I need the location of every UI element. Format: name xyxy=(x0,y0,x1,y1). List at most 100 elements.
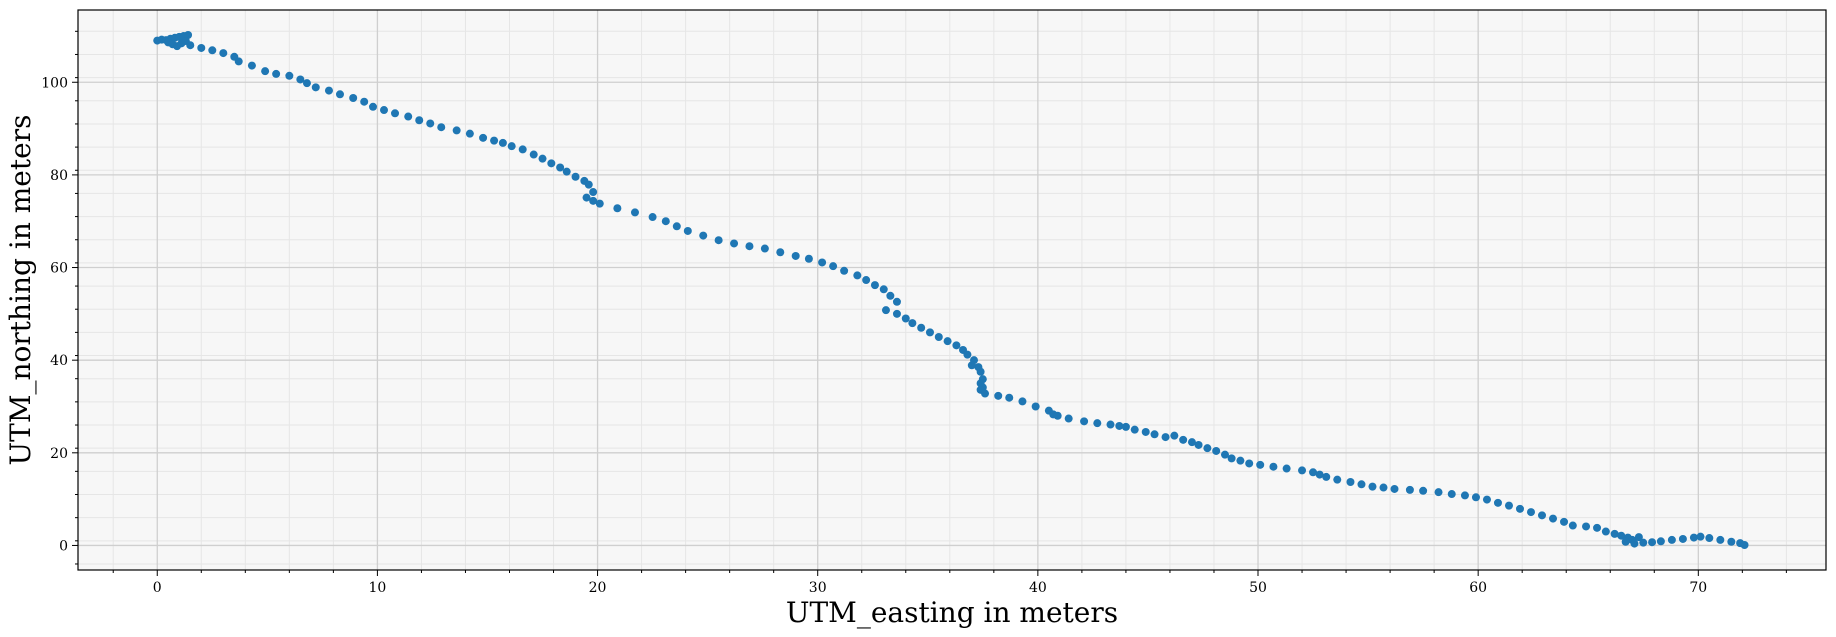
data-point xyxy=(360,97,369,106)
data-point xyxy=(452,126,461,135)
data-point xyxy=(870,281,879,290)
data-point xyxy=(967,361,976,370)
data-point xyxy=(415,116,424,125)
data-point xyxy=(1212,446,1221,455)
data-point xyxy=(247,61,256,70)
data-point xyxy=(1333,475,1342,484)
data-point xyxy=(934,333,943,342)
data-point xyxy=(1106,420,1115,429)
data-point xyxy=(699,231,708,240)
data-point xyxy=(311,83,320,92)
data-point xyxy=(853,271,862,280)
x-tick-label: 0 xyxy=(153,580,162,596)
data-point xyxy=(952,341,961,350)
data-point xyxy=(804,254,813,263)
data-point xyxy=(296,75,305,84)
data-point xyxy=(197,43,206,52)
data-point xyxy=(589,196,598,205)
data-point xyxy=(1236,456,1245,465)
data-point xyxy=(1630,539,1639,548)
data-point xyxy=(963,350,972,359)
data-point xyxy=(862,276,871,285)
data-point xyxy=(840,266,849,275)
data-point xyxy=(925,328,934,337)
data-point xyxy=(1716,535,1725,544)
data-point xyxy=(1727,537,1736,546)
axis-ticks: 0 10 20 30 40 50 60 70 0 20 40 60 80 100 xyxy=(41,30,1787,596)
y-tick-label: 40 xyxy=(50,353,68,369)
data-point xyxy=(1656,537,1665,546)
data-point xyxy=(1447,490,1456,499)
data-point xyxy=(589,188,598,197)
data-point xyxy=(1150,430,1159,439)
y-axis-label: UTM_northing in meters xyxy=(4,115,37,466)
data-point xyxy=(613,204,622,213)
data-point xyxy=(672,222,681,231)
data-point xyxy=(1549,514,1558,523)
data-point xyxy=(1610,529,1619,538)
data-point xyxy=(943,337,952,346)
data-point xyxy=(818,258,827,267)
data-point xyxy=(1560,517,1569,526)
data-point xyxy=(648,213,657,222)
data-point xyxy=(547,159,556,168)
data-point xyxy=(1121,422,1130,431)
data-point xyxy=(1740,540,1749,549)
data-point xyxy=(1482,495,1491,504)
data-point xyxy=(1179,435,1188,444)
data-point xyxy=(1161,433,1170,442)
data-point xyxy=(760,244,769,253)
data-point xyxy=(745,242,754,251)
data-point xyxy=(1434,488,1443,497)
data-point xyxy=(184,31,193,40)
data-point xyxy=(391,109,400,118)
data-point xyxy=(994,391,1003,400)
data-point xyxy=(1220,450,1229,459)
data-point xyxy=(1357,480,1366,489)
data-point xyxy=(1187,438,1196,447)
data-point xyxy=(1460,491,1469,500)
data-point xyxy=(1309,468,1318,477)
data-point xyxy=(529,150,538,159)
data-point xyxy=(1493,498,1502,507)
data-point xyxy=(324,86,333,95)
data-point xyxy=(892,297,901,306)
data-point xyxy=(465,129,474,138)
data-point xyxy=(272,69,281,78)
grid-lines xyxy=(78,10,1826,570)
data-point xyxy=(1634,533,1643,542)
data-point xyxy=(1515,504,1524,513)
y-tick-label: 100 xyxy=(41,75,68,91)
data-point xyxy=(556,163,565,172)
data-point xyxy=(1093,419,1102,428)
data-point xyxy=(879,285,888,294)
data-point xyxy=(1538,511,1547,520)
data-point xyxy=(219,49,228,58)
data-point xyxy=(1130,425,1139,434)
data-point xyxy=(490,136,499,145)
x-tick-label: 30 xyxy=(809,580,827,596)
data-point xyxy=(981,389,990,398)
data-point xyxy=(1667,535,1676,544)
data-point xyxy=(1419,486,1428,495)
data-point xyxy=(507,142,516,151)
data-point xyxy=(261,67,270,76)
data-point xyxy=(1315,470,1324,479)
data-point xyxy=(1601,527,1610,536)
data-point xyxy=(302,79,311,88)
data-point xyxy=(380,106,389,115)
data-point xyxy=(1696,532,1705,541)
data-point xyxy=(349,94,358,103)
data-point xyxy=(630,208,639,217)
data-point xyxy=(1368,482,1377,491)
y-tick-label: 80 xyxy=(50,168,68,184)
data-point xyxy=(1568,521,1577,530)
data-point xyxy=(1005,393,1014,402)
y-tick-label: 20 xyxy=(50,446,68,462)
data-point xyxy=(1245,459,1254,468)
data-point xyxy=(829,262,838,271)
data-point xyxy=(1617,531,1626,540)
data-point xyxy=(1053,411,1062,420)
data-point xyxy=(234,57,243,66)
